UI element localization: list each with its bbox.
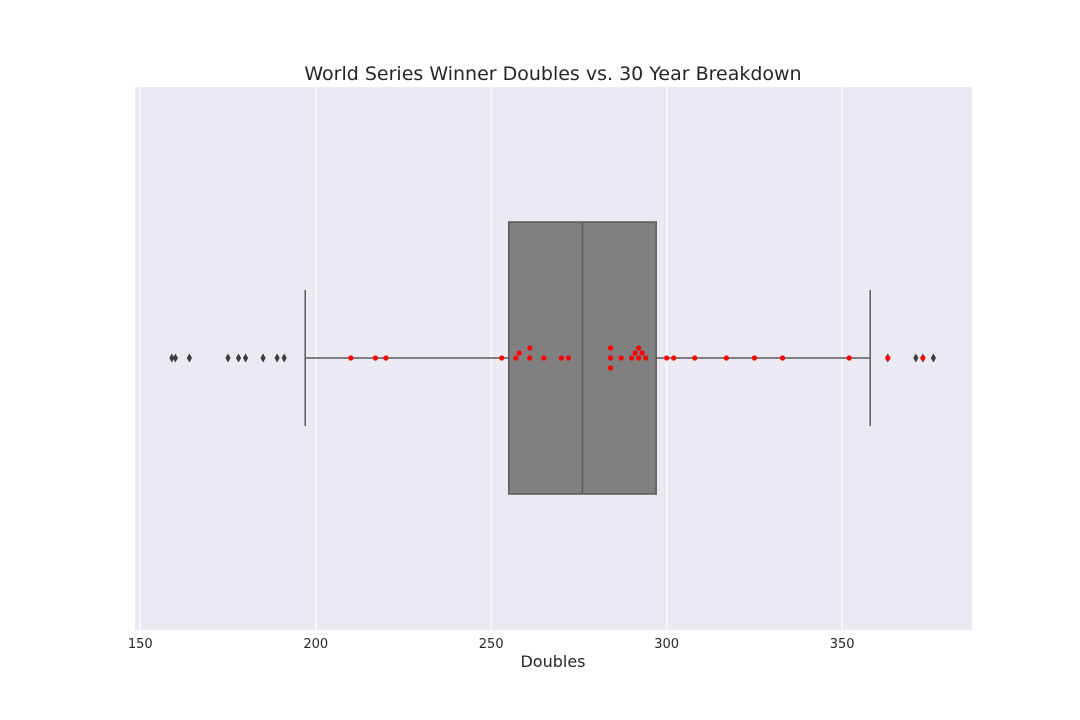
- winner-point-4: [513, 355, 519, 361]
- outlier-marker-3: [225, 353, 231, 363]
- winner-point-21: [664, 355, 670, 361]
- winner-point-1: [372, 355, 378, 361]
- winner-point-7: [527, 345, 533, 351]
- winner-point-12: [607, 345, 614, 351]
- outlier-layer: [169, 353, 936, 363]
- outlier-marker-5: [242, 353, 249, 363]
- x-axis-label: Doubles: [520, 652, 585, 671]
- winner-point-17: [636, 355, 642, 361]
- x-tick-label-250: 250: [479, 637, 504, 652]
- outlier-marker-12: [930, 353, 936, 363]
- winner-point-10: [565, 355, 572, 361]
- outlier-marker-4: [235, 353, 242, 363]
- x-tick-label-200: 200: [303, 637, 328, 652]
- outlier-marker-2: [186, 353, 192, 363]
- winner-point-11: [607, 355, 614, 361]
- winner-point-0: [348, 355, 354, 361]
- winner-point-23: [692, 355, 698, 361]
- x-tick-label-350: 350: [830, 637, 855, 652]
- x-tick-label-300: 300: [654, 637, 679, 652]
- winner-point-14: [618, 355, 624, 361]
- x-tick-label-150: 150: [128, 637, 153, 652]
- outlier-marker-0: [169, 353, 175, 363]
- outlier-marker-1: [172, 353, 178, 363]
- winner-point-27: [846, 355, 852, 361]
- outlier-marker-6: [260, 353, 266, 363]
- winner-point-8: [541, 355, 547, 361]
- winner-point-28: [885, 355, 891, 361]
- winner-point-29: [920, 355, 926, 361]
- winner-point-2: [383, 355, 389, 361]
- winner-point-19: [639, 350, 645, 356]
- x-tick-labels: 150 200 250 300 350: [128, 637, 855, 652]
- winner-point-26: [779, 355, 786, 361]
- winner-point-24: [723, 355, 729, 361]
- winner-point-18: [636, 345, 642, 351]
- winner-point-16: [632, 350, 638, 356]
- winner-point-22: [671, 355, 677, 361]
- winner-point-9: [558, 355, 564, 361]
- winner-point-5: [516, 350, 522, 356]
- outlier-marker-10: [913, 353, 919, 363]
- winner-point-13: [607, 365, 614, 371]
- outlier-marker-8: [281, 353, 287, 363]
- winner-point-3: [499, 355, 505, 361]
- winner-point-25: [751, 355, 758, 361]
- winner-point-6: [527, 355, 533, 361]
- winner-points-layer: [348, 345, 926, 371]
- chart-title: World Series Winner Doubles vs. 30 Year …: [304, 63, 801, 85]
- outlier-marker-7: [274, 353, 280, 363]
- winner-point-15: [628, 355, 635, 361]
- winner-point-20: [643, 355, 649, 361]
